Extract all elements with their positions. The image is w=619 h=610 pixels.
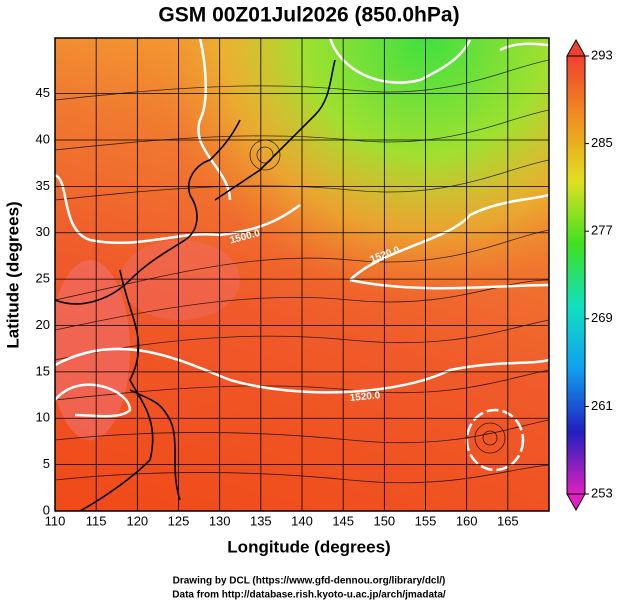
x-tick-label: 110 bbox=[45, 513, 66, 528]
colorbar-tick-label: 293 bbox=[591, 47, 613, 62]
x-tick-label: 140 bbox=[291, 513, 313, 528]
y-tick-label: 35 bbox=[36, 178, 50, 193]
x-tick-label: 125 bbox=[168, 513, 190, 528]
y-tick-label: 20 bbox=[36, 317, 50, 332]
footer-line: Drawing by DCL (https://www.gfd-dennou.o… bbox=[173, 576, 446, 587]
x-tick-label: 155 bbox=[415, 513, 437, 528]
contour-label: 1520.0 bbox=[349, 390, 381, 404]
y-tick-label: 40 bbox=[36, 131, 50, 146]
y-tick-label: 25 bbox=[36, 271, 50, 286]
x-axis-label: Longitude (degrees) bbox=[227, 537, 390, 556]
y-tick-label: 10 bbox=[36, 410, 50, 425]
y-tick-label: 15 bbox=[36, 363, 50, 378]
plot-frame bbox=[54, 37, 550, 512]
colorbar-tick-label: 261 bbox=[591, 398, 613, 413]
footer-line: Data from http://database.rish.kyoto-u.a… bbox=[172, 590, 446, 601]
y-tick-label: 5 bbox=[43, 456, 50, 471]
title: GSM 00Z01Jul2026 (850.0hPa) bbox=[158, 4, 459, 27]
x-tick-label: 160 bbox=[456, 513, 478, 528]
x-tick-label: 120 bbox=[126, 513, 148, 528]
colorbar: 253 261 269 277 285 293 bbox=[566, 38, 613, 512]
colorbar-extend-bottom bbox=[566, 493, 586, 512]
y-tick-label: 45 bbox=[36, 85, 50, 100]
y-tick-label: 30 bbox=[36, 224, 50, 239]
x-tick-label: 145 bbox=[332, 513, 354, 528]
colorbar-extend-top bbox=[566, 38, 586, 57]
x-tick-label: 130 bbox=[209, 513, 231, 528]
colorbar-tick-label: 285 bbox=[591, 135, 613, 150]
colorbar-scale bbox=[566, 55, 586, 495]
x-tick-label: 165 bbox=[497, 513, 519, 528]
x-tick-label: 150 bbox=[373, 513, 395, 528]
x-tick-label: 115 bbox=[86, 513, 107, 528]
colorbar-tick-label: 253 bbox=[591, 485, 613, 500]
colorbar-tick-label: 269 bbox=[591, 310, 613, 325]
colorbar-tick-label: 277 bbox=[591, 223, 613, 238]
x-tick-label: 135 bbox=[250, 513, 272, 528]
y-tick-label: 0 bbox=[43, 502, 50, 517]
y-axis-label: Latitude (degrees) bbox=[3, 201, 22, 348]
map-field bbox=[55, 38, 549, 511]
